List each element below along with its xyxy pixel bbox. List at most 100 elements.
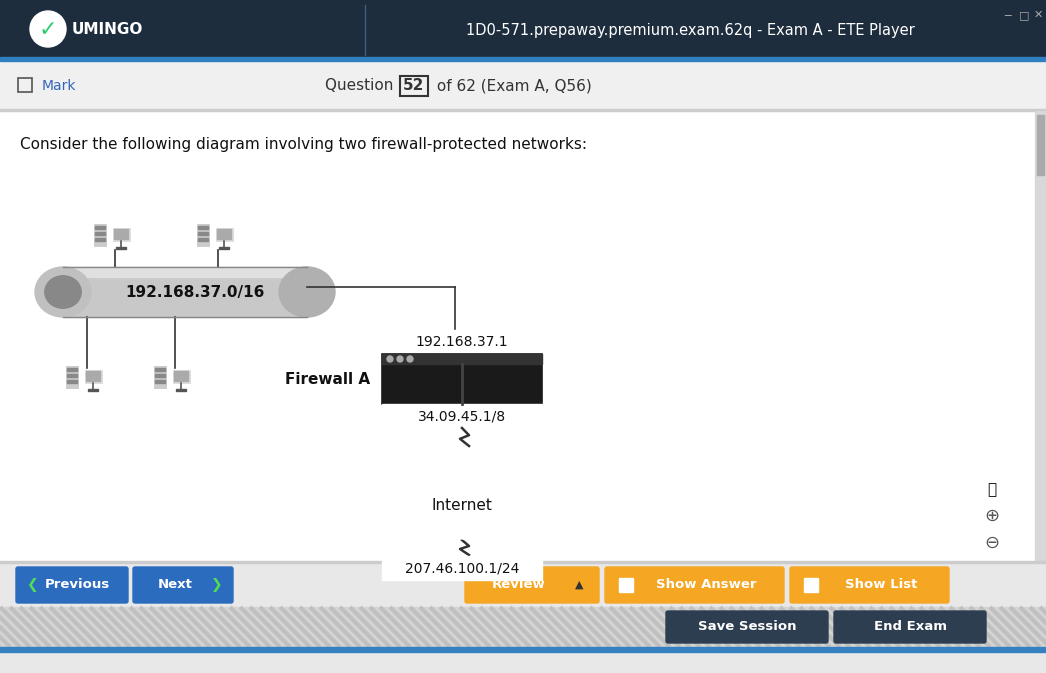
Circle shape bbox=[420, 490, 468, 538]
Text: Firewall A: Firewall A bbox=[285, 371, 370, 386]
Bar bbox=[198, 224, 209, 246]
Bar bbox=[88, 389, 98, 391]
Circle shape bbox=[425, 447, 487, 509]
FancyBboxPatch shape bbox=[16, 567, 128, 603]
Circle shape bbox=[444, 491, 492, 540]
Bar bbox=[382, 354, 542, 364]
Bar bbox=[0, 561, 1046, 563]
Bar bbox=[218, 229, 231, 240]
Text: 52: 52 bbox=[404, 79, 425, 94]
Text: 207.46.100.1/24: 207.46.100.1/24 bbox=[405, 561, 519, 575]
Bar bbox=[0, 652, 1046, 673]
Text: ▲: ▲ bbox=[574, 580, 584, 590]
Circle shape bbox=[459, 460, 513, 512]
Bar bbox=[1037, 115, 1044, 175]
Bar bbox=[95, 238, 106, 241]
FancyBboxPatch shape bbox=[834, 611, 986, 643]
Bar bbox=[0, 563, 1046, 607]
FancyBboxPatch shape bbox=[465, 567, 599, 603]
Text: 1D0-571.prepaway.premium.exam.62q - Exam A - ETE Player: 1D0-571.prepaway.premium.exam.62q - Exam… bbox=[465, 22, 914, 38]
Bar bbox=[0, 647, 1046, 652]
Bar bbox=[85, 369, 101, 383]
Bar bbox=[619, 578, 633, 592]
Text: 192.168.37.0/16: 192.168.37.0/16 bbox=[126, 285, 265, 299]
Bar bbox=[0, 111, 1034, 563]
Text: 🔍: 🔍 bbox=[987, 483, 997, 497]
Bar bbox=[175, 371, 188, 382]
Bar bbox=[94, 224, 106, 246]
Circle shape bbox=[474, 489, 517, 532]
Bar bbox=[154, 366, 166, 388]
Text: Show Answer: Show Answer bbox=[656, 579, 756, 592]
Bar bbox=[116, 247, 127, 249]
Text: End Exam: End Exam bbox=[873, 621, 947, 633]
Bar bbox=[63, 267, 306, 277]
Circle shape bbox=[397, 356, 403, 362]
Text: Question: Question bbox=[324, 79, 397, 94]
Bar bbox=[408, 498, 516, 528]
Bar bbox=[1034, 111, 1046, 563]
Text: Consider the following diagram involving two firewall-protected networks:: Consider the following diagram involving… bbox=[20, 137, 587, 153]
Bar bbox=[86, 371, 99, 382]
Bar bbox=[219, 247, 229, 249]
Bar bbox=[67, 374, 77, 378]
Bar bbox=[0, 61, 1046, 111]
Bar bbox=[215, 227, 232, 241]
Circle shape bbox=[394, 485, 438, 528]
Bar bbox=[198, 238, 208, 241]
Bar bbox=[382, 556, 542, 580]
FancyBboxPatch shape bbox=[133, 567, 233, 603]
Bar bbox=[0, 109, 1046, 111]
Bar bbox=[67, 368, 77, 371]
Ellipse shape bbox=[35, 267, 91, 317]
Text: UMINGO: UMINGO bbox=[72, 22, 143, 38]
Bar bbox=[63, 267, 306, 317]
Text: Next: Next bbox=[158, 579, 192, 592]
Text: ❯: ❯ bbox=[211, 578, 223, 592]
Text: ─: ─ bbox=[1004, 10, 1011, 20]
Bar bbox=[382, 404, 542, 428]
Text: Save Session: Save Session bbox=[698, 621, 796, 633]
Bar bbox=[198, 226, 208, 229]
Circle shape bbox=[30, 11, 66, 47]
Bar bbox=[113, 227, 130, 241]
Ellipse shape bbox=[279, 267, 335, 317]
Bar bbox=[0, 0, 1046, 60]
Text: of 62 (Exam A, Q56): of 62 (Exam A, Q56) bbox=[432, 79, 592, 94]
Text: Mark: Mark bbox=[42, 79, 76, 93]
Text: Internet: Internet bbox=[432, 499, 493, 513]
Bar bbox=[155, 380, 165, 383]
Bar bbox=[382, 330, 542, 354]
Circle shape bbox=[407, 356, 413, 362]
Text: 34.09.45.1/8: 34.09.45.1/8 bbox=[418, 409, 506, 423]
FancyBboxPatch shape bbox=[790, 567, 949, 603]
Bar bbox=[173, 369, 189, 383]
Bar bbox=[114, 229, 128, 240]
Bar bbox=[0, 57, 1046, 61]
Bar bbox=[155, 368, 165, 371]
Bar bbox=[382, 354, 542, 404]
Text: Show List: Show List bbox=[845, 579, 917, 592]
Text: Previous: Previous bbox=[44, 579, 110, 592]
Bar bbox=[155, 374, 165, 378]
Circle shape bbox=[402, 464, 455, 516]
FancyBboxPatch shape bbox=[605, 567, 784, 603]
Text: 192.168.37.1: 192.168.37.1 bbox=[415, 335, 508, 349]
Bar bbox=[66, 366, 78, 388]
Bar bbox=[804, 578, 818, 592]
Bar bbox=[176, 389, 186, 391]
Bar bbox=[18, 78, 32, 92]
Text: ✓: ✓ bbox=[39, 20, 58, 40]
Text: ❮: ❮ bbox=[26, 578, 38, 592]
Circle shape bbox=[387, 356, 393, 362]
Bar bbox=[198, 232, 208, 236]
Text: ⊖: ⊖ bbox=[984, 534, 1000, 552]
Circle shape bbox=[482, 481, 525, 524]
Ellipse shape bbox=[45, 276, 82, 308]
FancyBboxPatch shape bbox=[666, 611, 828, 643]
Bar bbox=[400, 76, 428, 96]
Bar bbox=[95, 226, 106, 229]
Text: □: □ bbox=[1019, 10, 1029, 20]
Text: ✕: ✕ bbox=[1033, 10, 1043, 20]
Bar bbox=[0, 607, 1046, 647]
